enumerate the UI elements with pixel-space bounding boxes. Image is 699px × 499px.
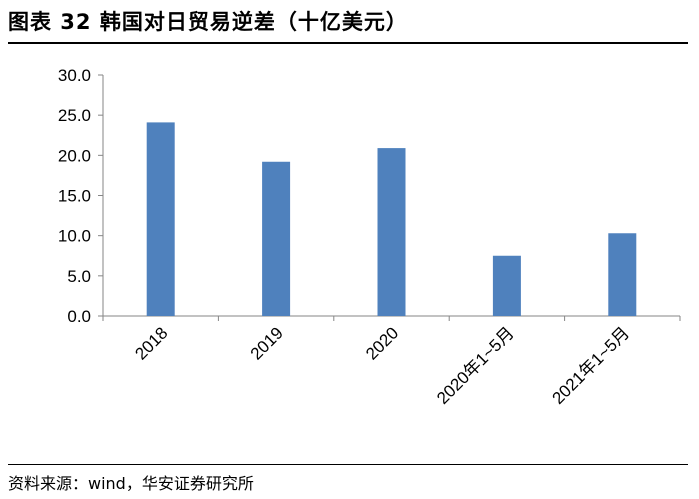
bar-chart: 0.05.010.015.020.025.030.0 2018 2019 2020 2… xyxy=(58,66,681,408)
y-axis: 0.0 5.0 10.0 15.0 20.0 25.0 30.0 xyxy=(58,66,104,326)
bar-2019 xyxy=(262,161,291,316)
x-tick-label: 2020 xyxy=(362,323,402,363)
y-tick-label: 20.0 xyxy=(58,146,91,165)
source-divider xyxy=(8,464,688,465)
title-divider xyxy=(8,42,688,44)
x-tick-label: 2018 xyxy=(131,323,171,363)
y-tick-label: 0.0 xyxy=(67,307,91,326)
y-tick-label: 15.0 xyxy=(58,187,91,206)
y-tick-label: 5.0 xyxy=(67,267,91,286)
bar-2021年1~5月 xyxy=(608,233,637,316)
bar-2020 xyxy=(377,148,406,316)
x-tick-label: 2021年1~5月 xyxy=(549,323,634,408)
x-axis: 2018 2019 2020 2020年1~5月 2021年1~5月 xyxy=(102,315,681,408)
y-tick-label: 30.0 xyxy=(58,66,91,85)
y-tick-label: 25.0 xyxy=(58,106,91,125)
source-note: 资料来源：wind，华安证券研究所 xyxy=(8,474,254,493)
x-tick-label: 2019 xyxy=(247,323,287,363)
bar-2018 xyxy=(146,122,175,316)
bar-2020年1~5月 xyxy=(492,255,521,316)
x-tick-label: 2020年1~5月 xyxy=(433,323,518,408)
y-tick-label: 10.0 xyxy=(58,227,91,246)
chart-title: 图表 32 韩国对日贸易逆差（十亿美元） xyxy=(8,10,408,34)
bar-series xyxy=(146,122,637,316)
